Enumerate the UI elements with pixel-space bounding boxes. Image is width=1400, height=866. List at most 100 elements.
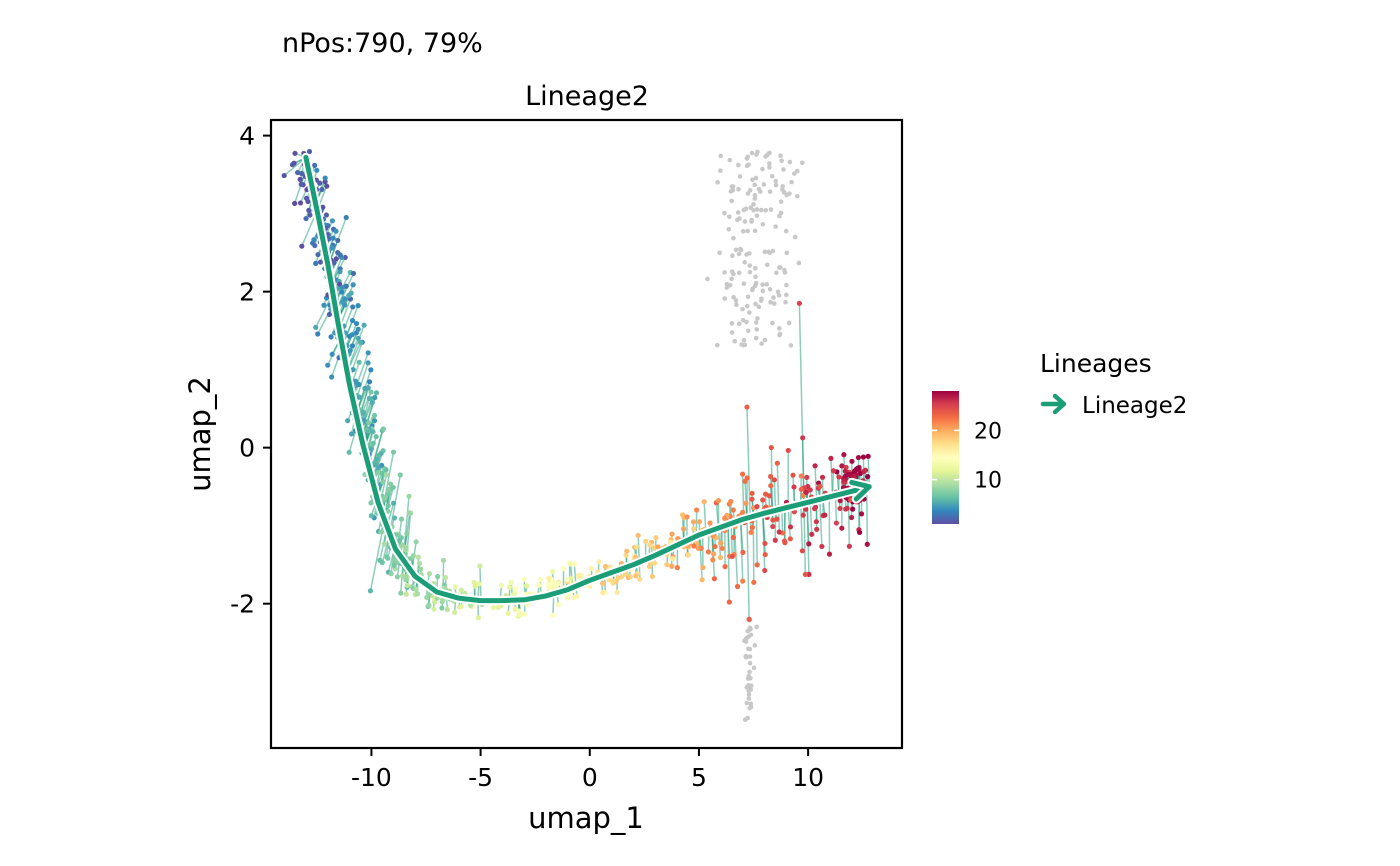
legend-label: Lineage2 [1082, 393, 1187, 419]
cell-point [722, 564, 728, 570]
cell-point [862, 467, 869, 473]
cell-point [787, 191, 792, 196]
cell-point [768, 444, 774, 451]
cell-point [792, 234, 798, 240]
cell-point [748, 704, 754, 710]
cell-point [770, 517, 776, 523]
cell-point [353, 330, 359, 336]
cell-point [323, 212, 330, 218]
cell-point [507, 584, 513, 591]
cell-point [745, 294, 751, 300]
cell-point [740, 229, 746, 234]
cell-point [783, 228, 789, 234]
cell-point [339, 284, 345, 291]
cell-point [710, 557, 716, 563]
cell-point [751, 202, 756, 207]
y-axis: -2 0 2 4 [230, 122, 271, 619]
cell-point [614, 589, 620, 595]
cell-point [508, 579, 514, 586]
cell-point [647, 542, 653, 548]
x-axis: -10 -5 0 5 10 [351, 748, 824, 792]
cell-point [521, 576, 527, 582]
cell-point [729, 276, 734, 282]
cell-point [730, 507, 736, 513]
cell-point [770, 248, 776, 254]
cell-point [855, 454, 862, 461]
cell-point [705, 549, 711, 555]
cell-point [297, 200, 304, 206]
cell-point [730, 187, 736, 193]
cell-point [712, 543, 718, 550]
cell-point [729, 184, 735, 189]
cell-point [606, 577, 612, 583]
lineage-cells [281, 148, 872, 622]
cell-point [322, 179, 328, 185]
projection-segment [809, 501, 813, 535]
cell-point [743, 653, 749, 659]
cell-point [321, 302, 327, 308]
cell-point [726, 214, 732, 220]
cell-point [798, 486, 804, 492]
cell-point [555, 581, 561, 587]
cell-point [373, 434, 379, 440]
cell-point [714, 342, 720, 348]
cell-point [819, 474, 826, 480]
cell-point [753, 274, 758, 280]
cell-point [331, 260, 337, 266]
cell-point [372, 394, 378, 401]
cell-point [378, 529, 384, 535]
colorbar-ticks: 10 20 [932, 419, 1002, 494]
cell-point [588, 565, 594, 572]
cell-point [771, 477, 778, 483]
cell-point [737, 174, 743, 179]
cell-point [360, 409, 366, 415]
cell-point [390, 449, 397, 455]
cell-point [734, 583, 741, 590]
cell-point [760, 497, 766, 503]
cell-point [355, 303, 361, 309]
cell-point [742, 219, 748, 224]
cell-point [370, 429, 376, 435]
projection-segments [283, 151, 870, 620]
arrow-icon [1040, 393, 1067, 415]
cell-point [490, 605, 496, 611]
cell-point [744, 303, 750, 309]
cell-point [774, 460, 780, 466]
cell-point [778, 153, 783, 159]
cell-point [623, 552, 629, 558]
cell-point [749, 287, 755, 293]
cell-point [739, 471, 746, 477]
cell-point [771, 301, 777, 306]
cell-point [724, 285, 730, 290]
cell-point [382, 495, 388, 501]
cell-point [748, 683, 754, 688]
cell-point [857, 529, 863, 536]
cell-point [754, 213, 760, 219]
cell-point [784, 250, 790, 256]
cell-point [860, 454, 866, 460]
cell-point [732, 338, 738, 344]
cell-point [747, 269, 753, 275]
cell-point [749, 524, 756, 531]
cell-point [791, 484, 797, 490]
cell-point [774, 270, 779, 276]
y-tick-label: 0 [239, 434, 255, 463]
cell-point [803, 506, 809, 512]
x-tick-label: 10 [792, 763, 824, 792]
cell-point [347, 348, 353, 354]
cell-point [747, 646, 753, 652]
cell-point [325, 362, 331, 368]
cell-point [776, 326, 782, 331]
cell-point [744, 404, 750, 410]
cell-point [759, 341, 765, 346]
cell-point [769, 174, 775, 179]
cell-point [439, 605, 445, 611]
cell-point [789, 179, 794, 185]
colorbar [932, 391, 959, 524]
cell-point [431, 606, 437, 612]
cell-point [295, 169, 301, 176]
cell-point [350, 282, 356, 288]
cell-point [349, 343, 355, 349]
cell-point [762, 491, 769, 497]
cell-point [742, 638, 747, 643]
